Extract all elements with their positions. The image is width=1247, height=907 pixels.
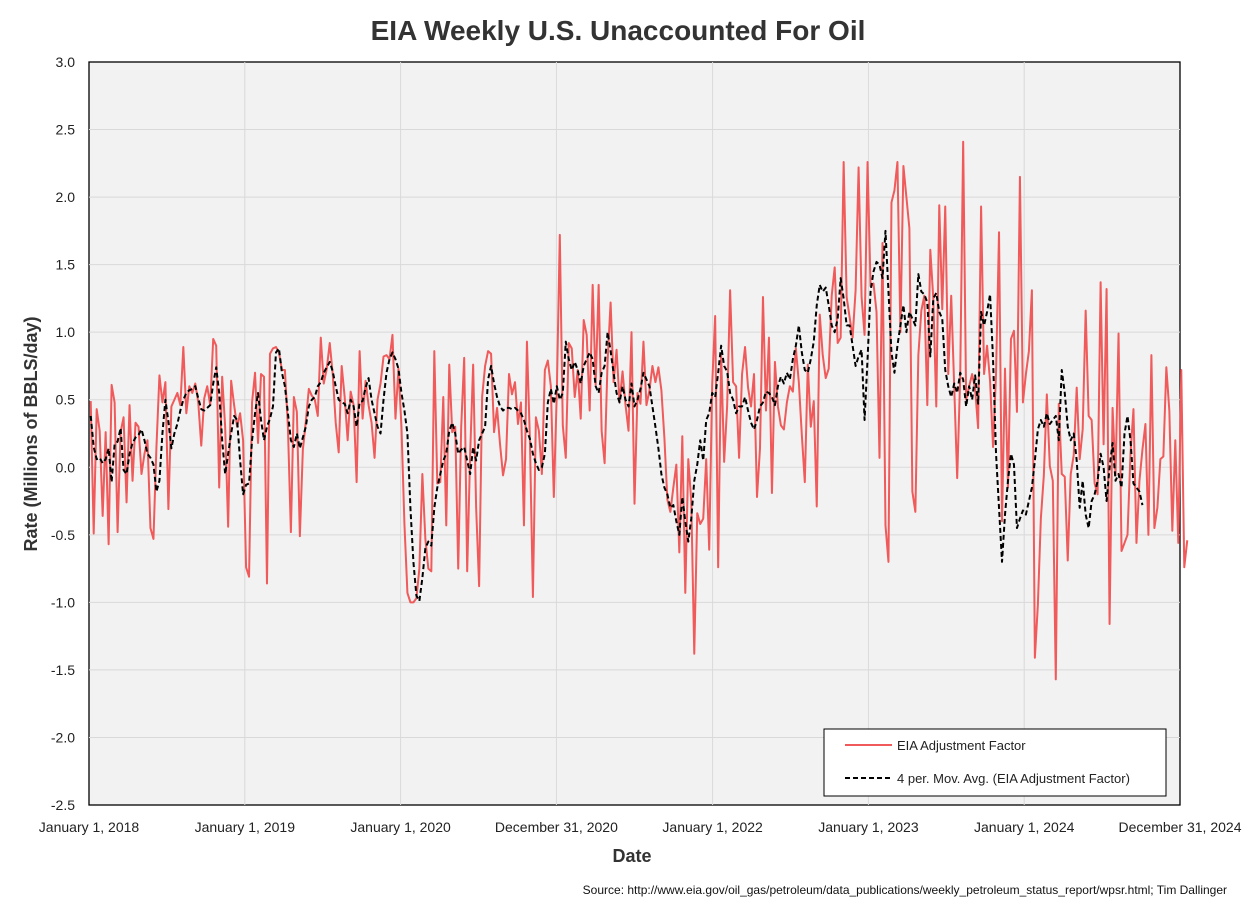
y-tick-label: 0.0 xyxy=(56,459,76,475)
x-tick-label: January 1, 2022 xyxy=(662,819,763,835)
chart-title: EIA Weekly U.S. Unaccounted For Oil xyxy=(371,15,866,46)
x-tick-label: January 1, 2023 xyxy=(818,819,919,835)
x-axis-label: Date xyxy=(612,846,651,866)
y-tick-label: 1.0 xyxy=(56,324,76,340)
legend-label-moving-average: 4 per. Mov. Avg. (EIA Adjustment Factor) xyxy=(897,771,1130,786)
y-tick-label: 0.5 xyxy=(56,392,76,408)
y-tick-label: -0.5 xyxy=(51,527,75,543)
y-tick-label: 3.0 xyxy=(56,54,76,70)
y-tick-label: -2.0 xyxy=(51,729,75,745)
x-tick-label: January 1, 2019 xyxy=(195,819,296,835)
x-tick-label: December 31, 2024 xyxy=(1119,819,1242,835)
y-axis-label: Rate (Millions of BBLS/day) xyxy=(21,316,41,551)
x-tick-label: December 31, 2020 xyxy=(495,819,618,835)
x-tick-label: January 1, 2024 xyxy=(974,819,1075,835)
y-tick-label: -2.5 xyxy=(51,797,75,813)
y-tick-label: 1.5 xyxy=(56,257,76,273)
y-tick-label: -1.5 xyxy=(51,662,75,678)
series-adjustment-factor xyxy=(89,140,1189,681)
y-axis-ticks: 3.0 2.5 2.0 1.5 1.0 0.5 0.0 -0.5 -1.0 -1.5 -2.0 -2.… xyxy=(51,54,75,813)
source-note: Source: http://www.eia.gov/oil_gas/petro… xyxy=(583,883,1227,897)
plot-area xyxy=(88,61,1181,806)
legend-box xyxy=(823,728,1167,797)
y-tick-label: -1.0 xyxy=(51,594,75,610)
x-tick-label: January 1, 2018 xyxy=(39,819,140,835)
y-tick-label: 2.5 xyxy=(56,122,76,138)
series-layer xyxy=(89,140,1189,681)
legend: EIA Adjustment Factor 4 per. Mov. Avg. (… xyxy=(823,728,1167,797)
legend-label-adjustment-factor: EIA Adjustment Factor xyxy=(897,738,1026,753)
x-tick-label: January 1, 2020 xyxy=(350,819,451,835)
series-moving-average xyxy=(89,229,1144,603)
y-tick-label: 2.0 xyxy=(56,189,76,205)
x-axis-ticks: January 1, 2018 January 1, 2019 January 1,… xyxy=(39,819,1242,835)
